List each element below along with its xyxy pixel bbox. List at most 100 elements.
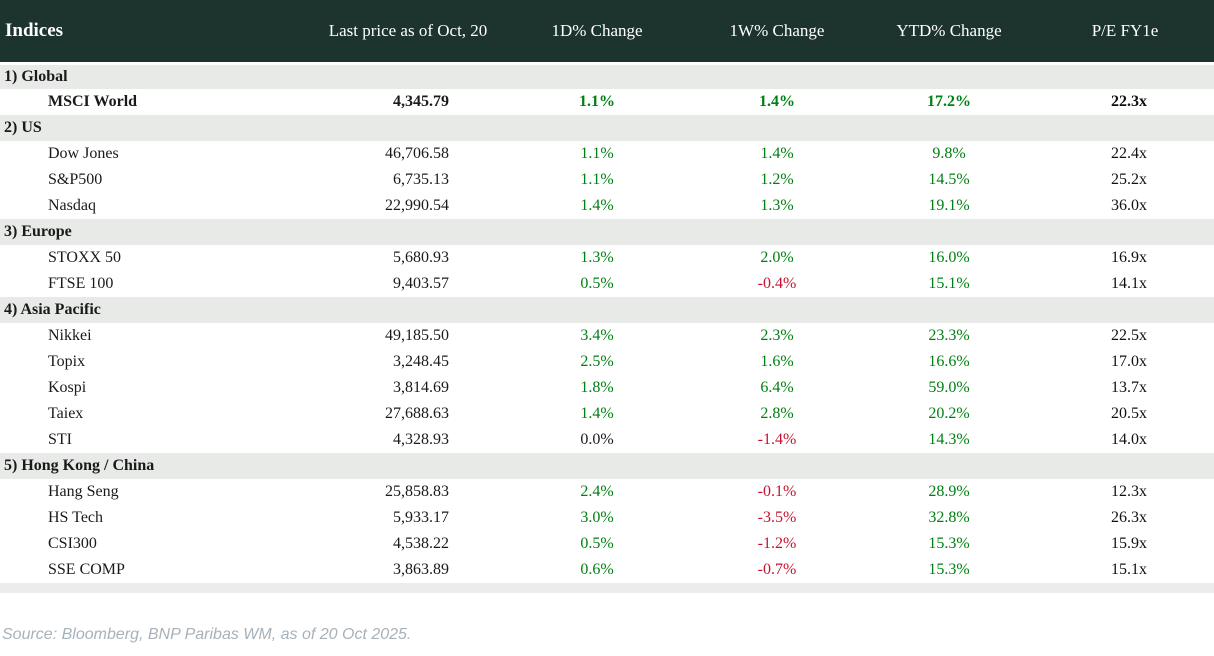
change-1d-cell: 2.5% (580, 353, 614, 370)
change-1d-cell: 0.0% (580, 431, 614, 448)
index-name-cell: Nasdaq (48, 197, 96, 214)
change-ytd-cell: 16.6% (928, 353, 970, 370)
change-1w-cell: 2.3% (760, 327, 794, 344)
section-label: 1) Global (0, 63, 1214, 89)
table-row: Topix 3,248.45 2.5% 1.6% 16.6% 17.0x (0, 349, 1214, 375)
pe-cell: 14.0x (1111, 431, 1147, 448)
last-price-cell: 27,688.63 (385, 405, 449, 422)
change-1w-cell: -3.5% (757, 509, 797, 526)
change-1w-cell: -0.1% (757, 483, 797, 500)
col-header-indices: Indices (0, 0, 300, 65)
index-name-cell: STI (48, 431, 72, 448)
table-row: STI 4,328.93 0.0% -1.4% 14.3% 14.0x (0, 427, 1214, 453)
change-1w-cell: 2.8% (760, 405, 794, 422)
last-price-cell: 25,858.83 (385, 483, 449, 500)
table-row: HS Tech 5,933.17 3.0% -3.5% 32.8% 26.3x (0, 505, 1214, 531)
section-label: 2) US (0, 115, 1214, 141)
last-price-cell: 9,403.57 (393, 275, 449, 292)
last-price-cell: 4,345.79 (393, 93, 449, 110)
table-bottom-strip (0, 583, 1214, 593)
change-1w-cell: 1.3% (760, 197, 794, 214)
change-ytd-cell: 9.8% (932, 145, 966, 162)
table-row: Hang Seng 25,858.83 2.4% -0.1% 28.9% 12.3x (0, 479, 1214, 505)
table-row: Taiex 27,688.63 1.4% 2.8% 20.2% 20.5x (0, 401, 1214, 427)
last-price-cell: 46,706.58 (385, 145, 449, 162)
change-ytd-cell: 15.3% (928, 561, 970, 578)
change-ytd-cell: 32.8% (928, 509, 970, 526)
change-1d-cell: 1.1% (580, 171, 614, 188)
change-1w-cell: -0.7% (757, 561, 797, 578)
change-1w-cell: 1.4% (760, 145, 794, 162)
section-row: 3) Europe (0, 219, 1214, 245)
pe-cell: 15.1x (1111, 561, 1147, 578)
index-name-cell: MSCI World (48, 93, 138, 110)
change-1w-cell: 6.4% (760, 379, 794, 396)
last-price-cell: 3,248.45 (393, 353, 449, 370)
change-1d-cell: 1.3% (580, 249, 614, 266)
change-1w-cell: 2.0% (760, 249, 794, 266)
section-label: 5) Hong Kong / China (0, 453, 1214, 479)
pe-cell: 16.9x (1111, 249, 1147, 266)
change-ytd-cell: 19.1% (928, 197, 970, 214)
index-name-cell: Topix (48, 353, 86, 370)
change-ytd-cell: 15.3% (928, 535, 970, 552)
change-ytd-cell: 20.2% (928, 405, 970, 422)
table-row: Kospi 3,814.69 1.8% 6.4% 59.0% 13.7x (0, 375, 1214, 401)
index-name-cell: FTSE 100 (48, 275, 114, 292)
pe-cell: 22.5x (1111, 327, 1147, 344)
section-row: 5) Hong Kong / China (0, 453, 1214, 479)
table-row: Nikkei 49,185.50 3.4% 2.3% 23.3% 22.5x (0, 323, 1214, 349)
index-name-cell: HS Tech (48, 509, 104, 526)
source-note: Source: Bloomberg, BNP Paribas WM, as of… (2, 626, 412, 643)
indices-table: Indices Last price as of Oct, 20 1D% Cha… (0, 0, 1214, 583)
last-price-cell: 6,735.13 (393, 171, 449, 188)
section-row: 2) US (0, 115, 1214, 141)
table-row: S&P500 6,735.13 1.1% 1.2% 14.5% 25.2x (0, 167, 1214, 193)
pe-cell: 20.5x (1111, 405, 1147, 422)
index-name-cell: CSI300 (48, 535, 97, 552)
index-name-cell: Hang Seng (48, 483, 119, 500)
pe-cell: 12.3x (1111, 483, 1147, 500)
table-row: FTSE 100 9,403.57 0.5% -0.4% 15.1% 14.1x (0, 271, 1214, 297)
col-header-1w-change: 1W% Change (678, 0, 876, 65)
table-header: Indices Last price as of Oct, 20 1D% Cha… (0, 0, 1214, 65)
table-body: 1) Global MSCI World 4,345.79 1.1% 1.4% 17.2%… (0, 63, 1214, 583)
change-1d-cell: 1.1% (579, 93, 615, 110)
last-price-cell: 22,990.54 (385, 197, 449, 214)
change-1d-cell: 1.4% (580, 405, 614, 422)
change-1d-cell: 3.0% (580, 509, 614, 526)
last-price-cell: 49,185.50 (385, 327, 449, 344)
col-header-ytd-change: YTD% Change (876, 0, 1022, 65)
change-1d-cell: 1.4% (580, 197, 614, 214)
last-price-cell: 4,328.93 (393, 431, 449, 448)
pe-cell: 17.0x (1111, 353, 1147, 370)
table-row: Dow Jones 46,706.58 1.1% 1.4% 9.8% 22.4x (0, 141, 1214, 167)
change-1w-cell: 1.2% (760, 171, 794, 188)
table-row: CSI300 4,538.22 0.5% -1.2% 15.3% 15.9x (0, 531, 1214, 557)
section-row: 4) Asia Pacific (0, 297, 1214, 323)
change-ytd-cell: 28.9% (928, 483, 970, 500)
pe-cell: 22.3x (1111, 93, 1147, 110)
index-name-cell: Kospi (48, 379, 87, 396)
section-label: 3) Europe (0, 219, 1214, 245)
last-price-cell: 4,538.22 (393, 535, 449, 552)
last-price-cell: 5,680.93 (393, 249, 449, 266)
section-label: 4) Asia Pacific (0, 297, 1214, 323)
pe-cell: 22.4x (1111, 145, 1147, 162)
table-row: MSCI World 4,345.79 1.1% 1.4% 17.2% 22.3x (0, 89, 1214, 115)
section-row: 1) Global (0, 63, 1214, 89)
change-ytd-cell: 16.0% (928, 249, 970, 266)
pe-cell: 13.7x (1111, 379, 1147, 396)
pe-cell: 14.1x (1111, 275, 1147, 292)
table-row: Nasdaq 22,990.54 1.4% 1.3% 19.1% 36.0x (0, 193, 1214, 219)
index-name-cell: Nikkei (48, 327, 92, 344)
change-1d-cell: 1.1% (580, 145, 614, 162)
change-1d-cell: 3.4% (580, 327, 614, 344)
col-header-pe: P/E FY1e (1022, 0, 1214, 65)
index-name-cell: S&P500 (48, 171, 103, 188)
change-1w-cell: 1.4% (759, 93, 795, 110)
change-1d-cell: 1.8% (580, 379, 614, 396)
table-row: SSE COMP 3,863.89 0.6% -0.7% 15.3% 15.1x (0, 557, 1214, 583)
change-1d-cell: 0.6% (580, 561, 614, 578)
